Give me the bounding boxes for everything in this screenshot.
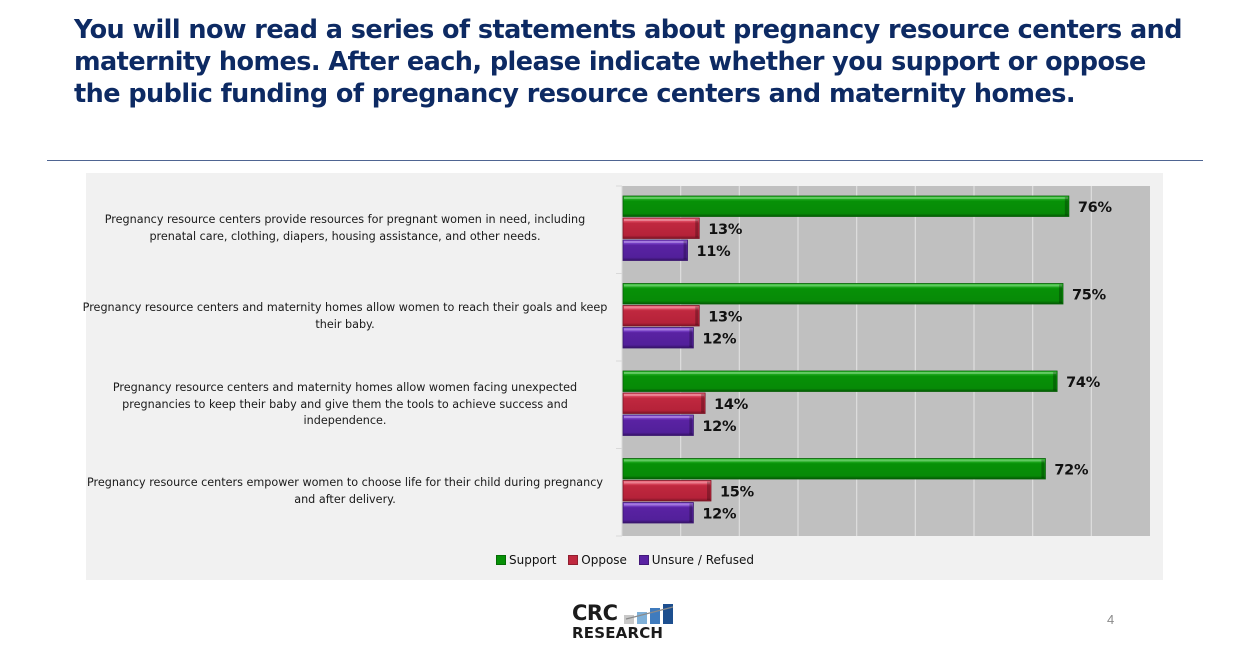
- bar-bevel-edge: [689, 328, 693, 347]
- bar-bevel-edge: [695, 219, 699, 238]
- bar-support: [622, 283, 1064, 305]
- bar-bevel-highlight: [624, 503, 693, 506]
- bar-bevel-highlight: [624, 306, 699, 309]
- bar-bevel-highlight: [624, 372, 1057, 374]
- title-divider: [47, 160, 1203, 161]
- bar-support: [622, 370, 1058, 392]
- data-label-oppose: 14%: [714, 397, 749, 413]
- legend-swatch-support: [496, 555, 506, 565]
- data-label-support: 74%: [1066, 375, 1101, 391]
- bar-bevel-highlight: [624, 197, 1068, 199]
- bar-oppose: [622, 480, 712, 502]
- logo-text-crc: CRC: [572, 601, 618, 625]
- category-label: Pregnancy resource centers and maternity…: [112, 381, 578, 427]
- logo-text-research: RESEARCH: [572, 624, 664, 642]
- legend-item-unsure: Unsure / Refused: [638, 553, 754, 567]
- bar-bevel-highlight: [624, 219, 699, 221]
- bar-bevel-edge: [683, 241, 687, 260]
- bar-bevel-edge: [689, 416, 693, 435]
- bar-bevel-edge: [1059, 284, 1062, 303]
- bar-bevel-edge: [689, 503, 693, 522]
- legend-item-support: Support: [496, 553, 556, 567]
- bar-unsure: [622, 239, 688, 261]
- data-label-support: 72%: [1054, 462, 1089, 478]
- slide-title: You will now read a series of statements…: [74, 15, 1182, 109]
- bar-bevel-highlight: [624, 328, 693, 331]
- legend-swatch-unsure: [638, 555, 649, 565]
- bar-bevel-edge: [1053, 372, 1057, 391]
- data-label-support: 75%: [1072, 287, 1107, 303]
- bar-unsure: [622, 502, 694, 524]
- category-label: Pregnancy resource centers empower women…: [86, 476, 604, 506]
- bar-unsure: [622, 414, 694, 436]
- data-label-unsure: 12%: [702, 506, 737, 522]
- bar-bevel-edge: [707, 481, 710, 500]
- bar-bevel-edge: [701, 394, 705, 413]
- data-label-oppose: 13%: [708, 309, 743, 325]
- bar-bevel-highlight: [624, 416, 693, 418]
- data-label-oppose: 13%: [708, 222, 743, 238]
- legend-item-oppose: Oppose: [568, 553, 627, 567]
- bar-bevel-edge: [695, 306, 699, 325]
- data-label-support: 76%: [1078, 200, 1113, 216]
- bar-bevel-highlight: [624, 241, 687, 243]
- crc-research-logo: CRC RESEARCH: [572, 602, 682, 646]
- legend-label: Support: [509, 553, 557, 567]
- legend-label: Unsure / Refused: [651, 553, 754, 567]
- legend-label: Oppose: [581, 553, 627, 567]
- bar-bevel-highlight: [624, 394, 705, 396]
- data-label-unsure: 12%: [702, 331, 737, 347]
- legend-swatch-oppose: [568, 555, 579, 565]
- bar-support: [622, 195, 1070, 217]
- bar-bevel-edge: [1041, 459, 1045, 478]
- category-label: Pregnancy resource centers provide resou…: [104, 213, 586, 243]
- bar-support: [622, 458, 1046, 480]
- data-label-unsure: 11%: [697, 244, 732, 260]
- bar-oppose: [622, 305, 700, 327]
- bar-growth-icon: [624, 604, 674, 624]
- data-label-unsure: 12%: [702, 419, 737, 435]
- bar-bevel-highlight: [624, 459, 1045, 462]
- bar-oppose: [622, 217, 700, 239]
- category-label: Pregnancy resource centers and maternity…: [82, 301, 608, 331]
- chart-legend: Support Oppose Unsure / Refused: [0, 553, 1250, 568]
- bar-bevel-highlight: [624, 481, 710, 484]
- bar-unsure: [622, 327, 694, 349]
- page-number: 4: [1107, 612, 1115, 627]
- bar-bevel-edge: [1064, 197, 1068, 216]
- data-label-oppose: 15%: [720, 484, 755, 500]
- bar-bevel-highlight: [624, 284, 1062, 287]
- bar-oppose: [622, 392, 706, 414]
